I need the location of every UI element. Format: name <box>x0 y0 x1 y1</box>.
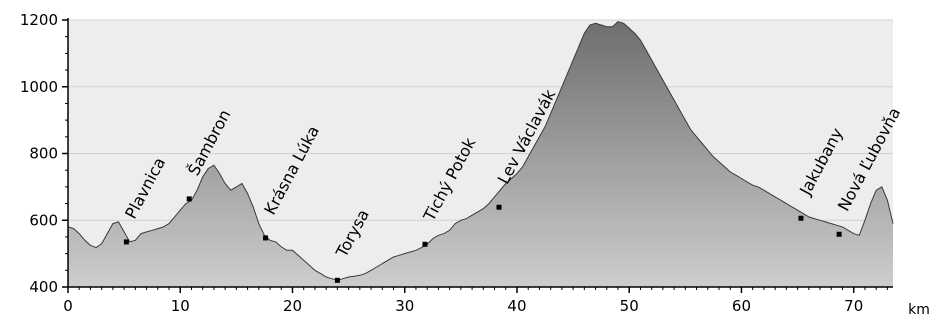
x-tick-label: 50 <box>620 297 639 315</box>
elevation-outline <box>67 21 894 281</box>
tick-labels: 400 600 800 1000 1200 0 10 20 30 40 50 60 70 km <box>20 11 930 318</box>
y-tick-label: 400 <box>29 278 58 296</box>
place-marker <box>334 277 340 283</box>
y-tick-label: 1000 <box>20 78 58 96</box>
place-marker <box>836 231 842 237</box>
y-tick-label: 1200 <box>20 11 58 29</box>
x-tick-label: 10 <box>171 297 190 315</box>
place-marker <box>123 239 129 245</box>
x-unit-label: km <box>908 302 930 318</box>
elevation-area <box>68 21 893 287</box>
x-tick-label: 70 <box>844 297 863 315</box>
y-tick-label: 800 <box>29 145 58 163</box>
x-tick-label: 40 <box>507 297 526 315</box>
place-marker <box>496 204 502 210</box>
place-marker <box>263 235 269 241</box>
x-tick-label: 60 <box>732 297 751 315</box>
x-tick-label: 20 <box>283 297 302 315</box>
place-marker <box>186 196 192 202</box>
place-marker <box>798 215 804 221</box>
place-markers <box>123 196 842 283</box>
place-marker <box>422 241 428 247</box>
axes <box>62 18 893 293</box>
x-tick-label: 0 <box>63 297 73 315</box>
y-tick-label: 600 <box>29 211 58 229</box>
x-tick-label: 30 <box>395 297 414 315</box>
